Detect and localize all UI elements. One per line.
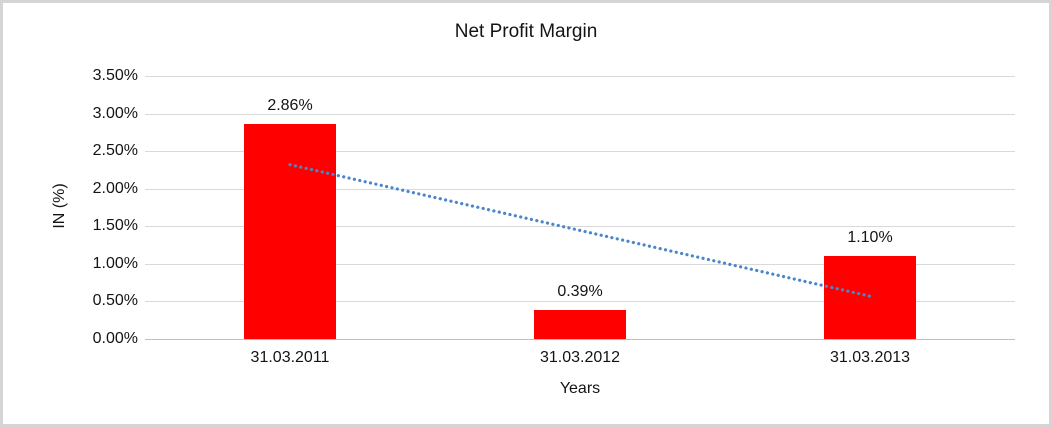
y-tick-label: 1.50%	[92, 217, 138, 235]
gridline	[145, 76, 1015, 77]
bar-value-label: 0.39%	[557, 282, 603, 300]
trendline	[288, 163, 872, 298]
x-category-label: 31.03.2013	[829, 349, 911, 366]
bar-value-label: 1.10%	[847, 229, 893, 247]
gridline	[145, 188, 1015, 190]
y-tick-label: 0.00%	[92, 330, 138, 347]
x-axis-line	[145, 339, 1015, 340]
gridline	[145, 151, 1015, 153]
gridline	[145, 113, 1015, 115]
y-tick-label: 0.50%	[92, 292, 138, 310]
x-axis-title: Years	[559, 380, 601, 397]
x-category-label: 31.03.2012	[539, 349, 621, 366]
bar-31.03.2011	[244, 124, 336, 339]
x-category-label: 31.03.2011	[250, 349, 330, 366]
y-tick-label: 2.00%	[92, 179, 138, 197]
y-tick-label: 3.00%	[92, 104, 138, 122]
bar-31.03.2012	[534, 309, 626, 339]
bar-value-label: 2.86%	[267, 97, 313, 115]
chart-title: Net Profit Margin	[454, 21, 598, 42]
trendline-path	[288, 163, 872, 298]
y-tick-label: 1.00%	[92, 254, 138, 272]
y-tick-label: 2.50%	[92, 142, 138, 160]
gridline	[145, 226, 1015, 228]
bar-31.03.2013	[824, 256, 916, 339]
y-tick-label: 3.50%	[92, 67, 138, 84]
gridline	[145, 301, 1015, 303]
gridline	[145, 263, 1015, 265]
